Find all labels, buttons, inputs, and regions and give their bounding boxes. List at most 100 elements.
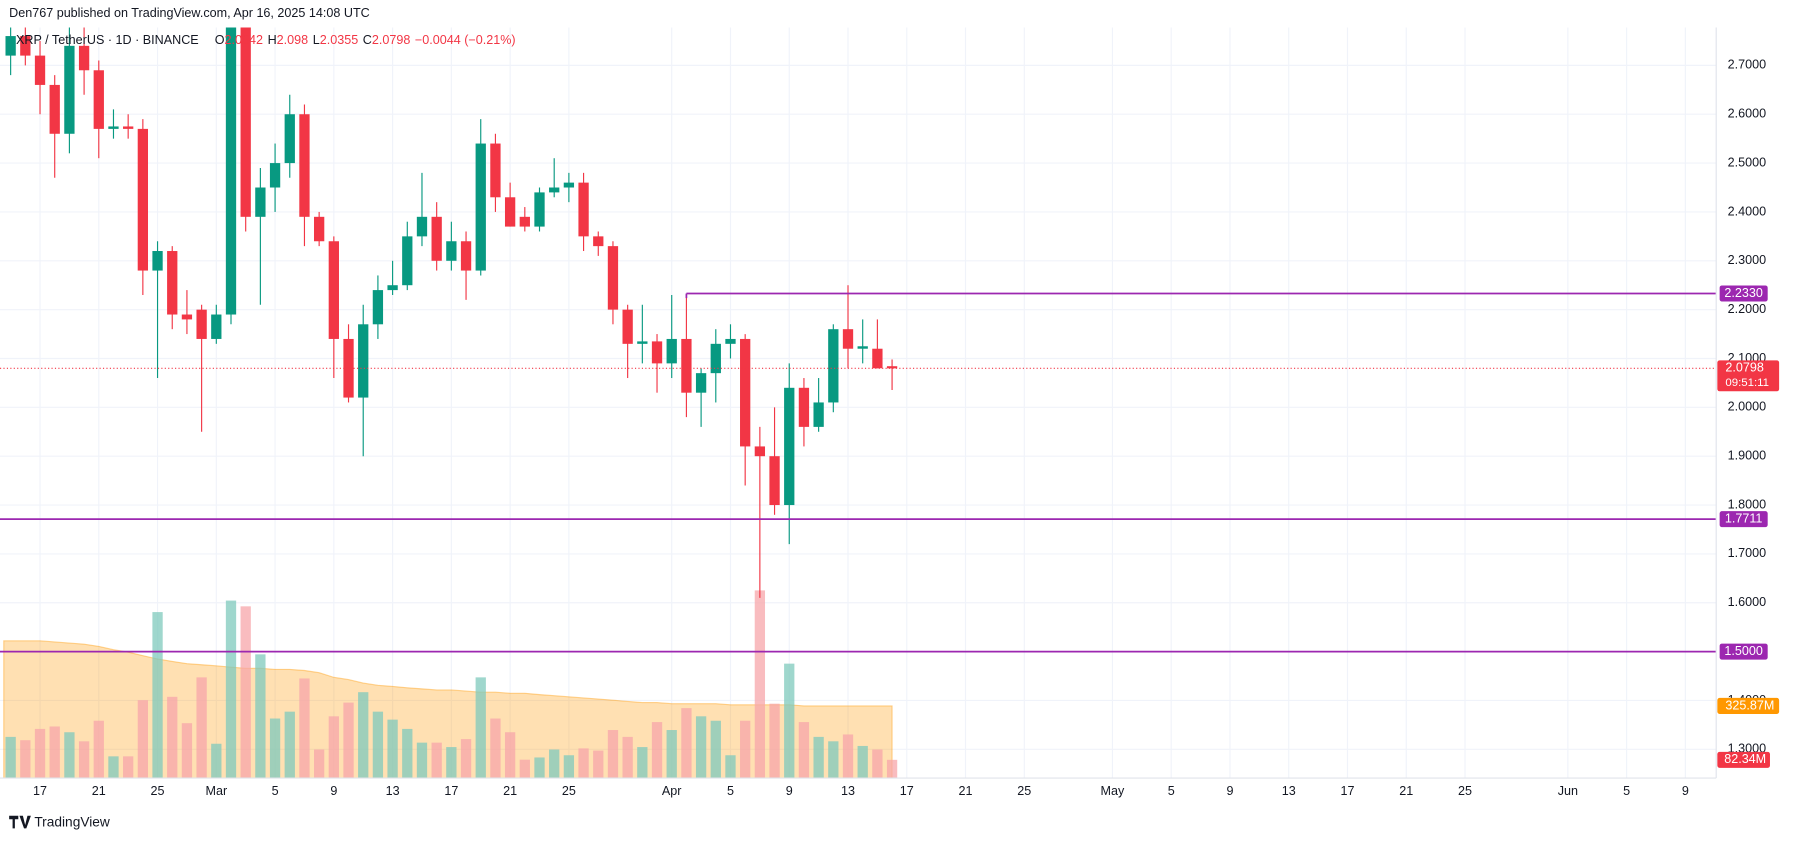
volume-bar (798, 722, 810, 779)
volume-bar (123, 756, 134, 779)
y-tick-label: 1.9000 (1728, 449, 1766, 463)
volume-bar (519, 759, 530, 779)
volume-bar (784, 663, 795, 779)
volume-bar (857, 745, 868, 779)
candle-body (857, 346, 868, 349)
candle-body (416, 216, 428, 237)
candle-body (607, 246, 619, 310)
volume-bar (504, 732, 516, 779)
volume-ma-box (1717, 697, 1780, 714)
volume-bar (78, 741, 90, 779)
volume-bar (358, 692, 369, 779)
x-tick-label: 21 (1399, 784, 1413, 798)
candle-body (710, 343, 721, 374)
candle-body (20, 36, 31, 56)
volume-bar (387, 719, 398, 779)
volume-bar (563, 755, 575, 779)
volume-bar (534, 757, 545, 779)
level-label-box (1719, 285, 1768, 302)
candle-body (284, 114, 295, 164)
candle-body (769, 456, 780, 506)
x-tick-label: Apr (662, 784, 682, 798)
x-tick-label: 17 (900, 784, 914, 798)
volume-bar (578, 748, 589, 779)
candle-body (446, 241, 457, 261)
volume-bar (842, 734, 854, 779)
volume-bar (666, 730, 677, 779)
y-tick-label: 2.3000 (1728, 253, 1766, 267)
candle-body (372, 290, 384, 325)
candle-body (181, 314, 193, 320)
legend-item: 2.098 (277, 34, 308, 48)
x-tick-label: 17 (1340, 784, 1354, 798)
volume-bar (740, 720, 751, 779)
volume-bar (343, 702, 354, 779)
volume-bar (725, 755, 736, 779)
x-tick-label: 9 (330, 784, 337, 798)
volume-bar (225, 600, 237, 779)
y-tick-label: 1.6000 (1728, 595, 1766, 609)
candle-body (784, 387, 795, 506)
volume-bar (211, 743, 222, 779)
candle-body (269, 163, 281, 188)
volume-bar (813, 736, 824, 779)
x-tick-label: Mar (205, 784, 227, 798)
candle-body (593, 236, 604, 247)
candle-body (563, 182, 575, 188)
y-tick-label: 1.7000 (1728, 546, 1766, 560)
y-tick-label: 2.0000 (1728, 400, 1766, 414)
x-tick-label: 9 (1682, 784, 1689, 798)
candle-body (255, 187, 266, 217)
candle-body (78, 45, 90, 71)
candle-body (695, 373, 707, 393)
level-label: 2.2330 (1724, 286, 1762, 300)
candle-body (549, 187, 560, 193)
candle-body (34, 55, 46, 85)
candle-body (137, 128, 149, 271)
volume-bar (196, 677, 207, 779)
axes: 1.30001.40001.60001.70001.80001.90002.00… (33, 58, 1780, 798)
volume-bar (402, 728, 413, 779)
x-tick-label: 21 (959, 784, 973, 798)
candle-body (637, 341, 648, 344)
candle-body (123, 126, 134, 129)
candle-body (93, 70, 104, 129)
volume-bar (240, 606, 251, 779)
y-tick-label: 2.5000 (1728, 155, 1766, 169)
volume-bar (622, 736, 633, 779)
x-tick-label: 5 (1623, 784, 1630, 798)
x-tick-label: 17 (444, 784, 458, 798)
candle-body (504, 197, 516, 227)
volume-bar (20, 740, 31, 779)
volume-bar (93, 720, 104, 779)
x-tick-label: 9 (1226, 784, 1233, 798)
volume-bar (269, 718, 281, 779)
legend-item: −0.0044 (−0.21%) (415, 34, 516, 48)
volume-bar (651, 722, 663, 779)
volume-bar (769, 703, 780, 779)
volume-bar (255, 654, 266, 779)
legend-item: H (268, 34, 277, 48)
x-tick-label: 5 (1168, 784, 1175, 798)
y-tick-label: 2.4000 (1728, 204, 1766, 218)
y-tick-label: 2.7000 (1728, 58, 1766, 72)
volume-bar (34, 728, 46, 779)
volume-bar (416, 742, 428, 779)
y-tick-label: 2.2000 (1728, 302, 1766, 316)
candle-body (490, 143, 501, 198)
candle-body (49, 84, 60, 134)
x-tick-label: 13 (386, 784, 400, 798)
volume-bar (299, 678, 310, 779)
volume-bar (328, 716, 339, 779)
candle-body (431, 216, 442, 261)
legend-item: 2.0842 (225, 34, 263, 48)
x-tick-label: 13 (841, 784, 855, 798)
volume-bar (490, 718, 501, 779)
x-tick-label: 9 (786, 784, 793, 798)
volume-bar (710, 720, 721, 779)
candle-body (651, 341, 663, 364)
legend: XRP / TetherUS · 1D · BINANCE O2.0842 H2.0… (16, 34, 516, 48)
candle-body (402, 236, 413, 286)
candle-body (519, 216, 530, 227)
